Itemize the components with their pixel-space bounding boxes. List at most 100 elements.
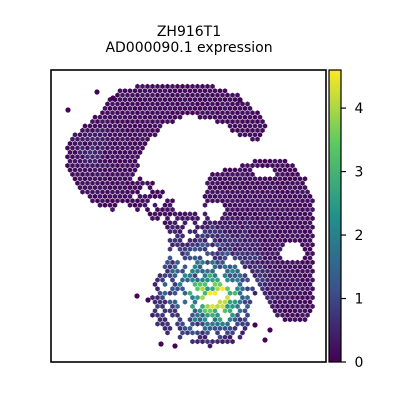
spot-point	[302, 308, 308, 314]
spot-point	[247, 211, 253, 217]
spot-point	[120, 198, 125, 204]
spot-point	[192, 220, 198, 226]
spot-point	[190, 330, 195, 336]
spot-point	[165, 259, 170, 265]
spot-point	[307, 281, 313, 287]
spot-point	[262, 290, 268, 296]
spot-point	[150, 215, 155, 221]
spot-point	[175, 110, 180, 116]
spot-point	[212, 88, 218, 94]
spot-point	[172, 343, 178, 349]
spot-point	[305, 215, 310, 221]
spot-point	[247, 105, 253, 111]
spot-point	[155, 277, 160, 283]
spot-point	[270, 207, 275, 213]
spot-point	[247, 237, 253, 243]
spot-point	[140, 145, 145, 151]
spot-point	[295, 180, 300, 186]
spot-point	[112, 193, 118, 199]
spot-point	[247, 193, 253, 199]
spot-point	[217, 237, 223, 243]
spot-point	[120, 189, 125, 195]
spot-point	[142, 97, 148, 103]
spot-point	[282, 185, 288, 191]
spot-point	[237, 237, 243, 243]
spot-point	[247, 220, 253, 226]
spot-point	[257, 158, 263, 164]
spot-point	[220, 101, 225, 107]
spot-point	[300, 312, 305, 318]
spot-point	[117, 167, 123, 173]
spot-point	[290, 180, 295, 186]
spot-point	[95, 154, 100, 160]
spot-point	[215, 233, 220, 239]
spot-point	[295, 286, 300, 292]
spot-point	[245, 101, 250, 107]
spot-point	[287, 211, 293, 217]
spot-point	[95, 136, 100, 142]
spot-point	[262, 337, 268, 343]
spot-point	[295, 215, 300, 221]
spot-point	[125, 180, 130, 186]
spot-point	[147, 114, 153, 120]
spot-point	[240, 321, 245, 327]
spot-point	[210, 233, 215, 239]
spot-point	[217, 281, 223, 287]
spot-point	[277, 273, 283, 279]
spot-point	[240, 215, 245, 221]
spot-point	[242, 255, 248, 261]
spot-point	[175, 242, 180, 248]
spot-point	[117, 114, 123, 120]
spot-point	[255, 242, 260, 248]
spot-point	[285, 277, 290, 283]
spot-point	[220, 92, 225, 98]
spot-point	[237, 185, 243, 191]
spot-point	[125, 198, 130, 204]
spot-point	[135, 163, 140, 169]
spot-point	[200, 101, 205, 107]
spot-point	[107, 158, 113, 164]
spot-point	[280, 189, 285, 195]
spot-point	[112, 176, 118, 182]
spot-point	[285, 207, 290, 213]
spot-point	[220, 189, 225, 195]
spot-point	[172, 273, 178, 279]
spot-point	[155, 207, 160, 213]
spot-point	[120, 101, 125, 107]
spot-point	[187, 229, 193, 235]
spot-point	[227, 237, 233, 243]
spot-point	[202, 281, 208, 287]
spot-point	[162, 290, 168, 296]
spot-point	[270, 163, 275, 169]
spot-point	[232, 167, 238, 173]
spot-point	[97, 193, 103, 199]
spot-point	[242, 114, 248, 120]
spot-point	[245, 259, 250, 265]
spot-point	[285, 233, 290, 239]
spot-point	[235, 119, 240, 125]
spot-point	[130, 136, 135, 142]
spot-point	[192, 317, 198, 323]
spot-point	[307, 237, 313, 243]
spot-point	[272, 202, 278, 208]
spot-point	[235, 268, 240, 274]
spot-point	[167, 105, 173, 111]
spot-point	[242, 193, 248, 199]
spot-point	[295, 233, 300, 239]
spot-point	[297, 281, 303, 287]
spot-point	[82, 158, 88, 164]
spot-point	[172, 308, 178, 314]
spot-point	[212, 281, 218, 287]
spot-point	[142, 193, 148, 199]
spot-point	[197, 308, 203, 314]
spot-point	[227, 334, 233, 340]
spot-point	[230, 277, 235, 283]
spot-point	[167, 229, 173, 235]
spot-point	[277, 229, 283, 235]
spot-point	[97, 141, 103, 147]
spot-point	[92, 123, 98, 129]
spot-point	[127, 141, 133, 147]
spot-point	[115, 198, 120, 204]
spot-point	[172, 290, 178, 296]
spot-point	[302, 273, 308, 279]
